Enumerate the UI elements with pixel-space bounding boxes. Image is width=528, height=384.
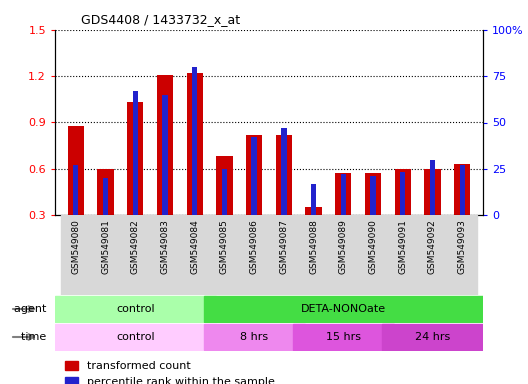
Bar — [150, 215, 180, 295]
Bar — [305, 207, 322, 261]
Text: GSM549089: GSM549089 — [339, 219, 348, 274]
Bar — [180, 215, 210, 295]
Text: GSM549082: GSM549082 — [131, 219, 140, 274]
Bar — [400, 172, 406, 215]
Bar — [68, 126, 84, 261]
Bar — [365, 173, 381, 261]
Bar — [299, 215, 328, 295]
Text: control: control — [116, 332, 155, 342]
Bar — [239, 215, 269, 295]
Bar — [358, 215, 388, 295]
Text: GSM549085: GSM549085 — [220, 219, 229, 274]
Bar — [204, 324, 305, 351]
Text: GSM549092: GSM549092 — [428, 219, 437, 274]
Bar — [418, 215, 447, 295]
Bar — [293, 324, 394, 351]
Bar — [186, 73, 203, 261]
Bar — [281, 128, 287, 215]
Bar — [388, 215, 418, 295]
Text: time: time — [21, 332, 50, 342]
Text: GSM549080: GSM549080 — [71, 219, 80, 274]
Text: GSM549081: GSM549081 — [101, 219, 110, 274]
Bar — [162, 95, 168, 215]
Bar — [246, 135, 262, 261]
Bar — [97, 169, 114, 261]
Bar — [103, 178, 108, 215]
Text: GSM549083: GSM549083 — [161, 219, 169, 274]
Text: GSM549084: GSM549084 — [190, 219, 199, 274]
Text: GSM549086: GSM549086 — [250, 219, 259, 274]
Bar — [394, 169, 411, 261]
Bar — [216, 156, 233, 261]
Text: agent: agent — [14, 304, 50, 314]
Bar — [222, 169, 227, 215]
Legend: transformed count, percentile rank within the sample: transformed count, percentile rank withi… — [61, 357, 279, 384]
Bar — [120, 215, 150, 295]
Bar — [425, 169, 441, 261]
Bar — [127, 103, 144, 261]
Bar — [157, 75, 173, 261]
Text: GSM549093: GSM549093 — [458, 219, 467, 274]
Bar — [251, 137, 257, 215]
Bar — [335, 173, 352, 261]
Text: 24 hrs: 24 hrs — [415, 332, 450, 342]
Bar — [447, 215, 477, 295]
Text: GSM549088: GSM549088 — [309, 219, 318, 274]
Bar — [370, 176, 376, 215]
Bar — [311, 184, 316, 215]
Text: GSM549091: GSM549091 — [398, 219, 407, 274]
Bar — [91, 215, 120, 295]
Bar — [192, 67, 197, 215]
Bar — [55, 324, 215, 351]
Bar — [454, 164, 470, 261]
Text: 8 hrs: 8 hrs — [240, 332, 268, 342]
Bar — [276, 135, 292, 261]
Text: GSM549090: GSM549090 — [369, 219, 378, 274]
Bar — [210, 215, 239, 295]
Text: GSM549087: GSM549087 — [279, 219, 288, 274]
Text: GDS4408 / 1433732_x_at: GDS4408 / 1433732_x_at — [81, 13, 241, 26]
Text: DETA-NONOate: DETA-NONOate — [301, 304, 386, 314]
Text: control: control — [116, 304, 155, 314]
Bar — [341, 174, 346, 215]
Bar — [459, 165, 465, 215]
Bar — [204, 296, 483, 323]
Text: 15 hrs: 15 hrs — [326, 332, 361, 342]
Bar — [133, 91, 138, 215]
Bar — [61, 215, 91, 295]
Bar — [269, 215, 299, 295]
Bar — [73, 165, 79, 215]
Bar — [430, 159, 435, 215]
Bar — [328, 215, 358, 295]
Bar — [55, 296, 215, 323]
Bar — [382, 324, 483, 351]
